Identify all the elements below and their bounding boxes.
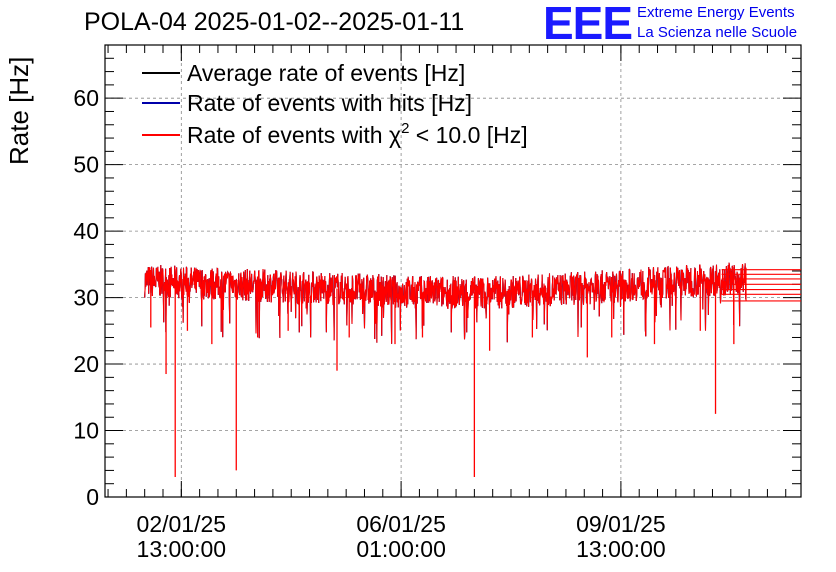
y-tick-label: 0 xyxy=(86,484,99,510)
eee-logo: EEE xyxy=(543,0,633,49)
legend-entry: Average rate of events [Hz] xyxy=(187,60,465,86)
x-tick-label-date: 06/01/25 xyxy=(356,511,446,537)
y-axis-label: Rate [Hz] xyxy=(4,56,34,165)
series-chi2-rate xyxy=(144,262,747,344)
y-tick-label: 50 xyxy=(73,152,99,178)
legend-superscript: 2 xyxy=(401,120,409,137)
branding-line-2: La Scienza nelle Scuole xyxy=(637,24,798,41)
x-tick-label-time: 13:00:00 xyxy=(576,536,666,562)
y-tick-label: 30 xyxy=(73,285,99,311)
y-tick-label: 20 xyxy=(73,351,99,377)
x-tick-label-time: 13:00:00 xyxy=(137,536,227,562)
legend-text-tail: < 10.0 [Hz] xyxy=(409,122,527,148)
x-tick-label-date: 02/01/25 xyxy=(137,511,227,537)
legend-text-main: Rate of events with χ xyxy=(187,122,401,148)
y-tick-label: 60 xyxy=(73,85,99,111)
x-tick-label-date: 09/01/25 xyxy=(576,511,666,537)
legend-entry: Rate of events with χ2 < 10.0 [Hz] xyxy=(187,120,528,148)
chart-title: POLA-04 2025-01-02--2025-01-11 xyxy=(84,8,465,36)
branding-text: Extreme Energy Events La Scienza nelle S… xyxy=(637,3,797,43)
y-tick-label: 10 xyxy=(73,418,99,444)
x-tick-label-time: 01:00:00 xyxy=(356,536,446,562)
branding-line-1: Extreme Energy Events xyxy=(637,4,795,21)
legend-entry: Rate of events with hits [Hz] xyxy=(187,90,472,116)
y-tick-label: 40 xyxy=(73,218,99,244)
